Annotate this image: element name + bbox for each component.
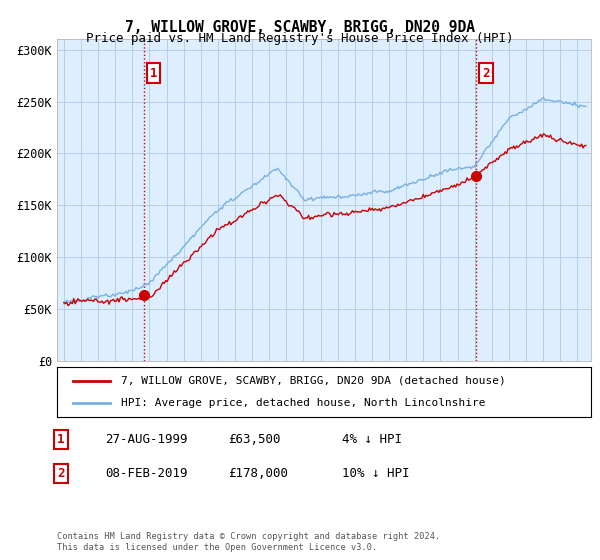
Text: 1: 1: [57, 433, 65, 446]
Text: 7, WILLOW GROVE, SCAWBY, BRIGG, DN20 9DA: 7, WILLOW GROVE, SCAWBY, BRIGG, DN20 9DA: [125, 20, 475, 35]
Text: HPI: Average price, detached house, North Lincolnshire: HPI: Average price, detached house, Nort…: [121, 398, 485, 408]
Text: £63,500: £63,500: [228, 433, 281, 446]
Text: 08-FEB-2019: 08-FEB-2019: [105, 466, 187, 480]
Text: 27-AUG-1999: 27-AUG-1999: [105, 433, 187, 446]
Text: 1: 1: [150, 67, 157, 80]
Text: 4% ↓ HPI: 4% ↓ HPI: [342, 433, 402, 446]
Text: £178,000: £178,000: [228, 466, 288, 480]
Text: 2: 2: [482, 67, 490, 80]
Text: 10% ↓ HPI: 10% ↓ HPI: [342, 466, 409, 480]
Text: 7, WILLOW GROVE, SCAWBY, BRIGG, DN20 9DA (detached house): 7, WILLOW GROVE, SCAWBY, BRIGG, DN20 9DA…: [121, 376, 506, 386]
Text: 2: 2: [57, 466, 65, 480]
Text: Contains HM Land Registry data © Crown copyright and database right 2024.
This d: Contains HM Land Registry data © Crown c…: [57, 532, 440, 552]
Text: Price paid vs. HM Land Registry's House Price Index (HPI): Price paid vs. HM Land Registry's House …: [86, 32, 514, 45]
